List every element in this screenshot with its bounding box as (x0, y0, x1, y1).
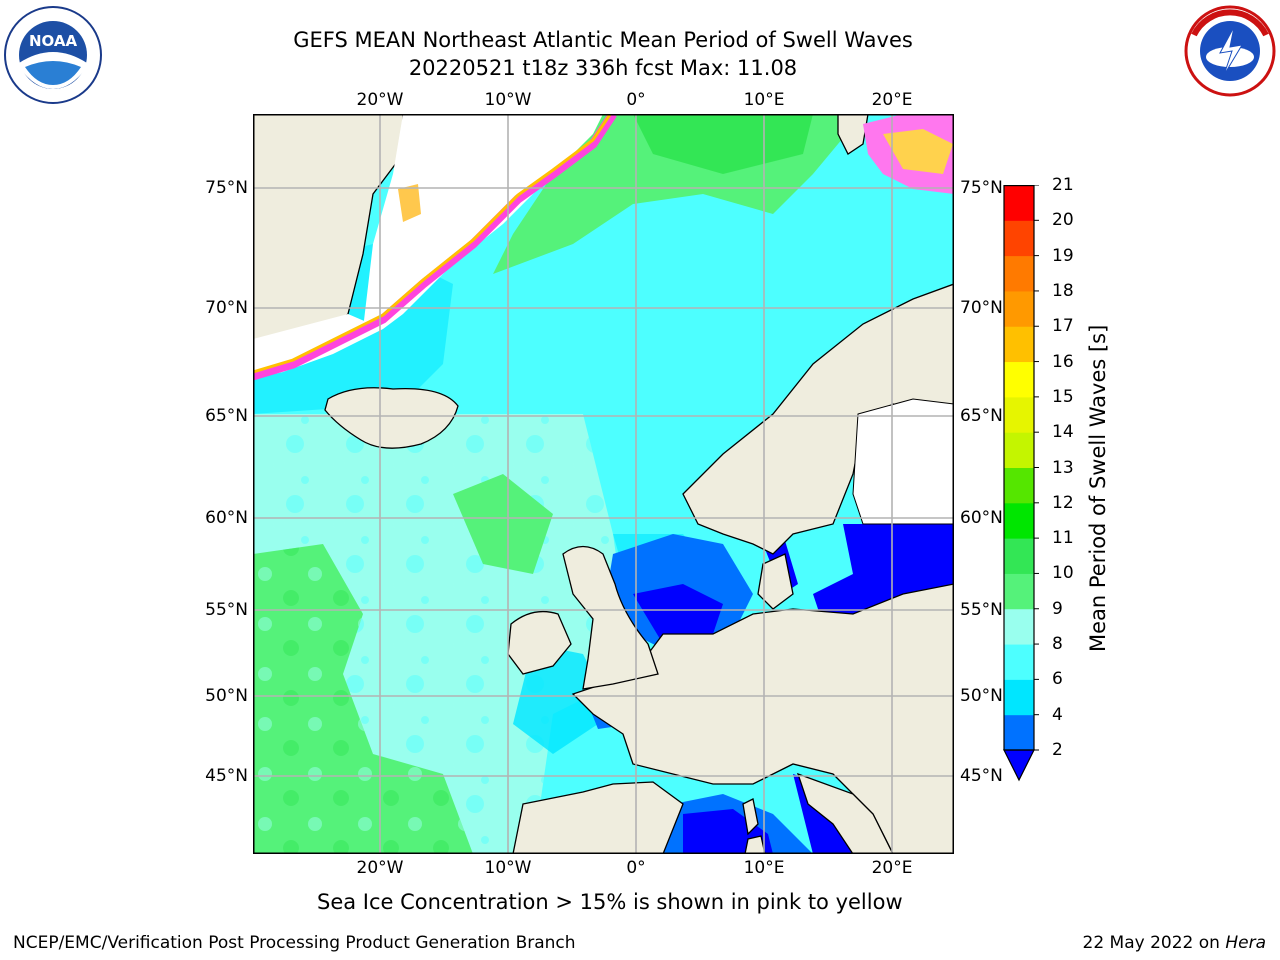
noaa-logo: NOAA (3, 5, 103, 105)
colorbar-tick-label: 16 (1052, 351, 1074, 372)
lon-tick-bottom-20e: 20°E (871, 858, 913, 878)
lat-tick-left-50n: 50°N (205, 686, 248, 706)
chart-title-line1: GEFS MEAN Northeast Atlantic Mean Period… (293, 28, 913, 52)
colorbar-tick-label: 8 (1052, 634, 1063, 655)
swell-9-10-region-mid (453, 474, 553, 574)
lat-tick-right-50n: 50°N (960, 686, 1003, 706)
colorbar-bin-13-14 (1004, 432, 1034, 468)
colorbar-tick-label: 10 (1052, 563, 1074, 584)
colorbar-tick-label: 2 (1052, 740, 1063, 760)
colorbar-bin-11-12 (1004, 502, 1034, 539)
colorbar-title: Mean Period of Swell Waves [s] (1086, 324, 1110, 652)
colorbar-tick-label: 19 (1052, 245, 1074, 266)
colorbar-bin-10-11 (1004, 538, 1034, 574)
colorbar-bin-4-6 (1004, 679, 1034, 716)
lat-tick-left-75n: 75°N (205, 178, 248, 198)
colorbar-ticks: 2 4 6 8 9 10 11 12 13 14 15 16 17 18 19 20 21 (1046, 175, 1106, 785)
lat-tick-right-55n: 55°N (960, 600, 1003, 620)
map-panel (253, 114, 954, 854)
colorbar (1000, 184, 1040, 785)
noaa-logo-text: NOAA (29, 32, 78, 50)
sea-ice-edge-yellow (253, 114, 613, 374)
colorbar-bin-12-13 (1004, 467, 1034, 504)
colorbar-bin-9-10 (1004, 573, 1034, 610)
sea-ice-caption: Sea Ice Concentration > 15% is shown in … (317, 890, 903, 914)
lon-tick-bottom-10e: 10°E (743, 858, 785, 878)
lon-tick-top-0: 0° (626, 90, 646, 110)
sea-ice-edge-pink (253, 114, 617, 381)
map-svg (253, 114, 954, 854)
lat-tick-left-45n: 45°N (205, 766, 248, 786)
colorbar-bin-18-19 (1004, 255, 1034, 292)
lon-tick-top-20w: 20°W (356, 90, 404, 110)
colorbar-tick-label: 14 (1052, 422, 1074, 443)
ice-covered-blank (363, 114, 603, 329)
colorbar-tick-label: 12 (1052, 492, 1074, 513)
colorbar-bin-16-17 (1004, 326, 1034, 363)
chart-title-line2: 20220521 t18z 336h fcst Max: 11.08 (408, 56, 798, 80)
colorbar-bin-15-16 (1004, 361, 1034, 398)
lat-tick-left-60n: 60°N (205, 508, 248, 528)
colorbar-tick-label: 6 (1052, 669, 1063, 690)
lat-tick-left-70n: 70°N (205, 298, 248, 318)
swell-under-2-north-sea (633, 584, 723, 644)
colorbar-tick-label: 9 (1052, 598, 1063, 619)
footer-right: 22 May 2022 on Hera (1083, 933, 1267, 953)
lat-tick-right-70n: 70°N (960, 298, 1003, 318)
colorbar-bin-14-15 (1004, 396, 1034, 433)
lat-tick-right-45n: 45°N (960, 766, 1003, 786)
colorbar-tick-label: 18 (1052, 280, 1074, 301)
lat-tick-right-60n: 60°N (960, 508, 1003, 528)
lat-tick-left-55n: 55°N (205, 600, 248, 620)
lon-tick-top-10w: 10°W (484, 90, 532, 110)
swell-10-11-region (633, 114, 813, 174)
colorbar-tick-label: 4 (1052, 704, 1063, 725)
graticule (253, 114, 954, 854)
colorbar-tick-label: 11 (1052, 528, 1074, 549)
footer-left: NCEP/EMC/Verification Post Processing Pr… (13, 933, 576, 953)
lon-tick-bottom-10w: 10°W (484, 858, 532, 878)
lon-tick-top-20e: 20°E (871, 90, 913, 110)
footer-machine: Hera (1225, 933, 1266, 953)
colorbar-under-triangle (1003, 749, 1035, 782)
nws-logo (1180, 5, 1280, 97)
colorbar-bin-2-4 (1004, 714, 1034, 751)
colorbar-bin-20-21 (1004, 185, 1034, 221)
colorbar-tick-label: 15 (1052, 386, 1074, 407)
colorbar-tick-label: 17 (1052, 316, 1074, 337)
colorbar-bin-17-18 (1004, 290, 1034, 327)
footer-date: 22 May 2022 on (1082, 933, 1226, 953)
lon-tick-top-10e: 10°E (743, 90, 785, 110)
colorbar-tick-label: 21 (1052, 175, 1074, 195)
lat-tick-right-65n: 65°N (960, 406, 1003, 426)
colorbar-bin-8-9 (1004, 608, 1034, 645)
lat-tick-left-65n: 65°N (205, 406, 248, 426)
gulf-of-bothnia (852, 398, 954, 525)
colorbar-tick-label: 20 (1052, 210, 1074, 231)
colorbar-tick-label: 13 (1052, 457, 1074, 478)
colorbar-bin-19-20 (1004, 220, 1034, 257)
colorbar-bin-6-8 (1004, 644, 1034, 680)
lon-tick-bottom-20w: 20°W (356, 858, 404, 878)
map-frame (253, 114, 954, 854)
lon-tick-bottom-0: 0° (626, 858, 646, 878)
colorbar-svg (1003, 184, 1039, 782)
lat-tick-right-75n: 75°N (960, 178, 1003, 198)
